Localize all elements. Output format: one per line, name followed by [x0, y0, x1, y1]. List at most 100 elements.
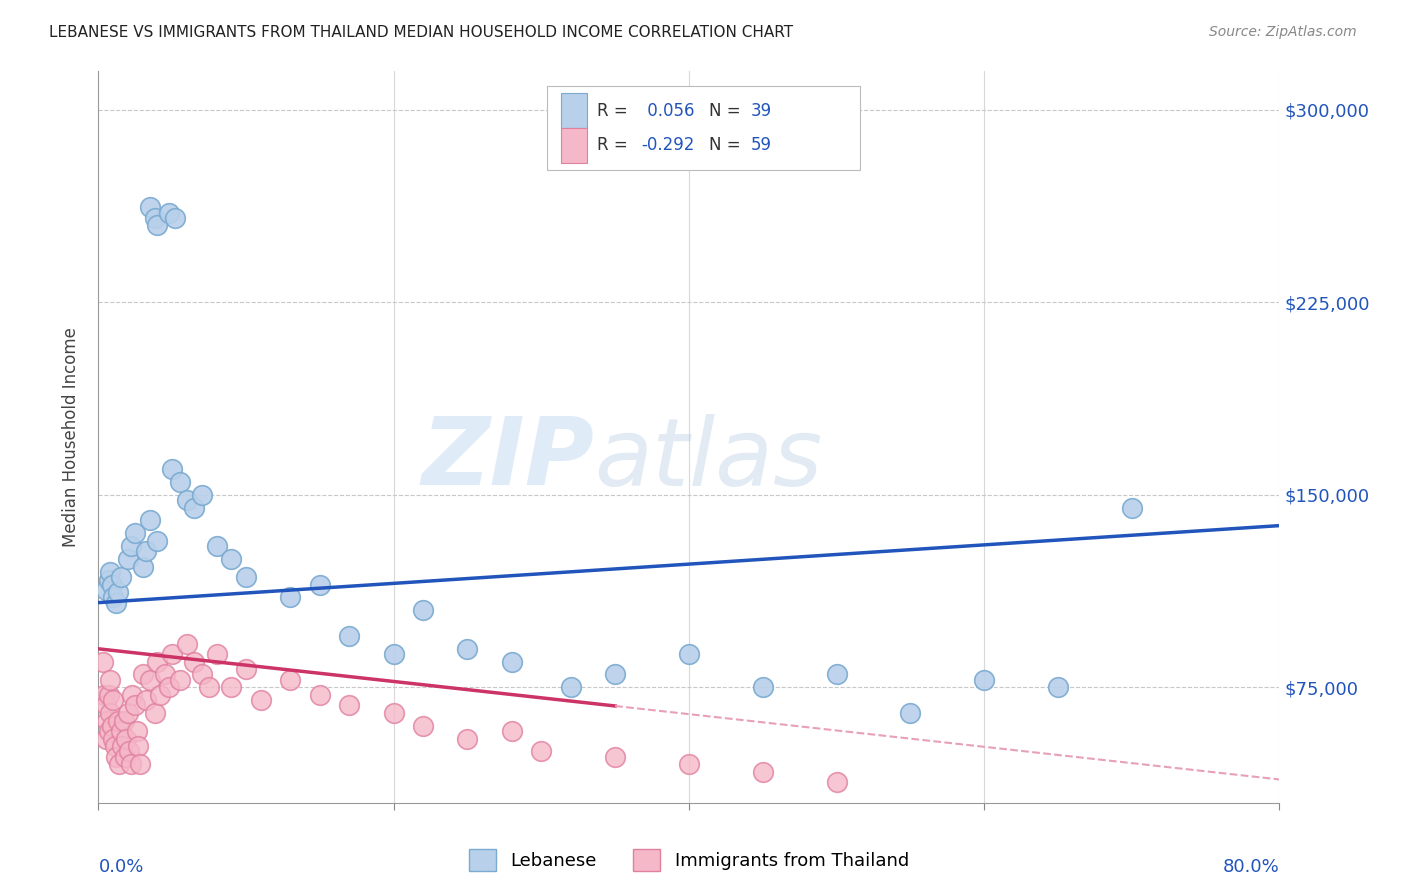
Point [339, 629, 361, 643]
Point [198, 681, 221, 695]
Legend: Lebanese, Immigrants from Thailand: Lebanese, Immigrants from Thailand [461, 841, 917, 878]
Point [162, 462, 183, 476]
Text: atlas: atlas [595, 414, 823, 505]
Point [115, 731, 138, 746]
Text: ZIP: ZIP [422, 413, 595, 505]
Y-axis label: Median Household Income: Median Household Income [62, 327, 80, 547]
Point [105, 596, 128, 610]
Text: N =: N = [709, 136, 747, 154]
Point [605, 667, 627, 681]
Point [191, 488, 214, 502]
Point [169, 673, 191, 687]
Point [678, 647, 700, 661]
Point [132, 667, 155, 681]
Point [117, 706, 139, 720]
Point [139, 673, 162, 687]
Point [139, 200, 162, 214]
Point [560, 681, 582, 695]
Point [94, 731, 117, 746]
Point [457, 641, 479, 656]
Point [96, 714, 118, 728]
Point [135, 544, 157, 558]
Point [530, 744, 553, 758]
Point [124, 526, 146, 541]
Point [339, 698, 361, 713]
Point [97, 573, 120, 587]
Point [221, 552, 243, 566]
Point [169, 475, 191, 489]
Text: R =: R = [596, 136, 633, 154]
Point [176, 637, 198, 651]
Point [280, 591, 302, 605]
Point [111, 739, 134, 754]
Point [191, 667, 214, 681]
Point [1121, 500, 1143, 515]
Point [110, 570, 132, 584]
Point [205, 539, 228, 553]
Point [132, 559, 155, 574]
Point [100, 577, 122, 591]
Point [110, 723, 132, 738]
Point [221, 681, 243, 695]
Text: 80.0%: 80.0% [1223, 858, 1279, 876]
Point [125, 723, 148, 738]
Point [114, 749, 136, 764]
Point [105, 749, 128, 764]
Point [1046, 681, 1070, 695]
Text: R =: R = [596, 102, 633, 120]
Point [235, 662, 257, 676]
Point [103, 693, 125, 707]
Point [412, 719, 434, 733]
Point [280, 673, 302, 687]
Point [205, 647, 228, 661]
Text: -0.292: -0.292 [641, 136, 695, 154]
Text: 0.0%: 0.0% [98, 858, 143, 876]
Point [100, 719, 122, 733]
Text: 39: 39 [751, 102, 772, 120]
Point [165, 211, 187, 225]
Point [382, 647, 405, 661]
Point [91, 655, 114, 669]
Point [103, 731, 125, 746]
Bar [561, 94, 588, 128]
Bar [561, 128, 588, 163]
Point [157, 205, 180, 219]
Point [146, 655, 169, 669]
Point [309, 577, 332, 591]
Point [98, 565, 121, 579]
Point [108, 757, 131, 772]
Point [176, 492, 198, 507]
Point [412, 603, 434, 617]
Point [97, 723, 120, 738]
Point [98, 673, 121, 687]
Point [752, 764, 775, 779]
Point [94, 582, 117, 597]
Point [605, 749, 627, 764]
Point [124, 698, 146, 713]
Point [146, 219, 169, 233]
Point [162, 647, 183, 661]
Point [98, 706, 121, 720]
Point [825, 775, 848, 789]
Point [93, 688, 115, 702]
Point [104, 739, 127, 754]
Point [120, 539, 142, 553]
Point [97, 688, 120, 702]
Point [127, 739, 149, 754]
Point [900, 706, 922, 720]
Point [112, 714, 135, 728]
Point [120, 757, 142, 772]
Point [382, 706, 405, 720]
Point [973, 673, 995, 687]
Point [825, 667, 848, 681]
Text: N =: N = [709, 102, 747, 120]
Point [457, 731, 479, 746]
Point [121, 688, 143, 702]
Point [501, 723, 523, 738]
Point [157, 681, 180, 695]
Text: LEBANESE VS IMMIGRANTS FROM THAILAND MEDIAN HOUSEHOLD INCOME CORRELATION CHART: LEBANESE VS IMMIGRANTS FROM THAILAND MED… [49, 25, 793, 40]
Point [183, 655, 205, 669]
Point [139, 514, 162, 528]
Point [118, 744, 141, 758]
FancyBboxPatch shape [547, 86, 860, 170]
